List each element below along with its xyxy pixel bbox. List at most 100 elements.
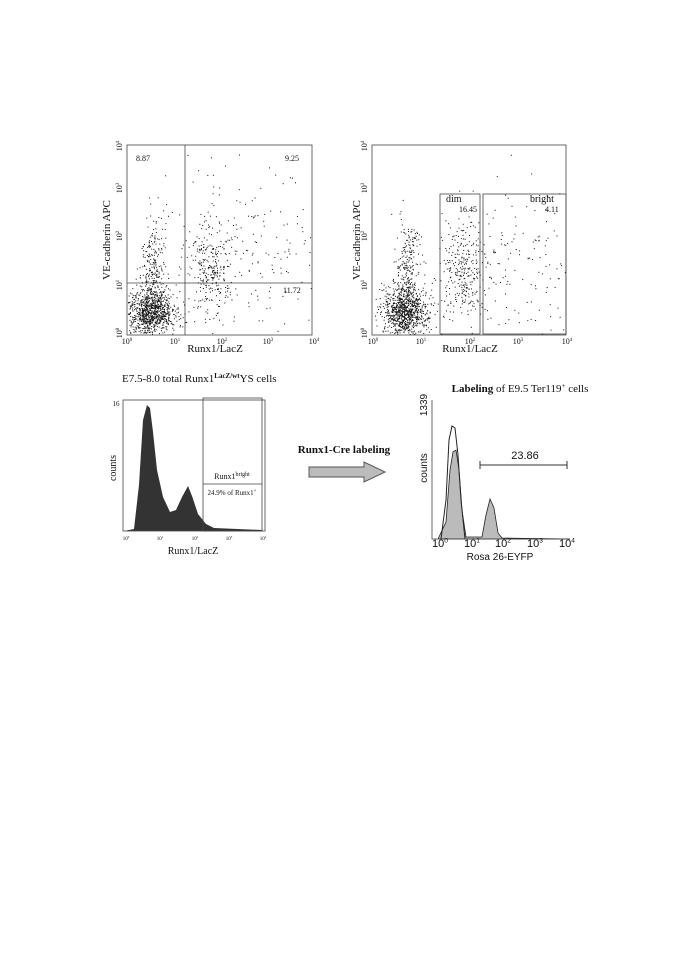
event-dot [407, 280, 409, 282]
event-dot [545, 291, 547, 293]
event-dot [513, 238, 515, 240]
event-dot [167, 321, 169, 323]
event-dot [142, 328, 144, 329]
event-dot [463, 267, 465, 269]
event-dot [405, 267, 407, 269]
event-dot [131, 324, 132, 326]
event-dot [188, 298, 190, 300]
event-dot [404, 266, 406, 268]
event-dot [404, 327, 406, 329]
event-dot [559, 193, 561, 195]
event-dot [163, 315, 165, 317]
event-dot [394, 323, 396, 325]
tick-exp: 0 [376, 338, 379, 343]
event-dot [198, 262, 200, 264]
event-dot [196, 236, 198, 238]
event-dot [428, 316, 430, 318]
event-dot [166, 204, 168, 206]
event-dot [196, 248, 198, 250]
event-dot [455, 268, 457, 270]
event-dot [397, 331, 399, 333]
event-dot [389, 293, 391, 295]
event-dot [391, 315, 393, 317]
event-dot [144, 326, 146, 328]
event-dot [143, 311, 144, 313]
event-dot [151, 255, 153, 257]
event-dot [414, 300, 416, 302]
tick-base: 10 [559, 538, 571, 550]
event-dot [454, 281, 456, 283]
event-dot [443, 259, 445, 261]
event-dot [415, 298, 417, 300]
event-dot [411, 315, 413, 317]
event-dot [151, 296, 153, 298]
event-dot [227, 265, 228, 267]
event-dot [408, 304, 410, 306]
event-dot [217, 270, 218, 272]
event-dot [479, 286, 481, 288]
event-dot [138, 322, 139, 324]
event-dot [192, 259, 194, 261]
event-dot [128, 313, 130, 315]
event-dot [154, 240, 156, 242]
event-dot [152, 316, 154, 318]
event-dot [392, 305, 394, 306]
event-dot [409, 290, 410, 292]
event-dot [403, 279, 405, 281]
event-dot [147, 312, 149, 314]
event-dot [155, 263, 157, 265]
event-dot [416, 311, 418, 312]
event-dot [408, 244, 410, 246]
event-dot [388, 321, 389, 323]
event-dot [146, 322, 147, 324]
event-dot [154, 311, 156, 313]
event-dot [505, 323, 507, 325]
event-dot [135, 318, 137, 320]
event-dot [147, 290, 148, 292]
event-dot [159, 322, 161, 324]
event-dot [394, 325, 396, 327]
title-sup: + [561, 382, 565, 390]
event-dot [147, 303, 149, 304]
event-dot [461, 287, 463, 288]
event-dot [507, 258, 509, 260]
event-dot [286, 271, 287, 272]
event-dot [375, 315, 376, 317]
event-dot [182, 317, 184, 319]
event-dot [391, 311, 393, 313]
event-dot [383, 289, 385, 291]
event-dot [159, 301, 161, 303]
event-dot [282, 295, 284, 297]
event-dot [416, 264, 418, 266]
event-dot [463, 230, 465, 231]
event-dot [215, 254, 217, 256]
event-dot [458, 246, 460, 248]
event-dot [399, 293, 400, 295]
event-dot [155, 265, 157, 267]
event-dot [142, 274, 144, 276]
event-dot [167, 311, 169, 313]
event-dot [425, 293, 427, 295]
event-dot [158, 254, 159, 256]
event-dot [412, 245, 414, 247]
event-dot [430, 303, 432, 305]
event-dot [220, 240, 222, 242]
event-dot [510, 154, 512, 156]
event-dot [169, 289, 171, 291]
event-dot [406, 318, 407, 320]
event-dot [159, 320, 161, 321]
event-dot [461, 271, 463, 273]
event-dot [155, 306, 157, 308]
event-dot [159, 295, 161, 297]
event-dot [132, 318, 134, 320]
event-dot [148, 327, 150, 329]
event-dot [446, 260, 448, 261]
event-dot [391, 331, 393, 333]
event-dot [136, 311, 138, 313]
event-dot [189, 231, 191, 233]
event-dot [400, 278, 402, 280]
event-dot [479, 313, 481, 315]
tick-exp: 4 [361, 140, 366, 143]
event-dot [236, 294, 238, 296]
